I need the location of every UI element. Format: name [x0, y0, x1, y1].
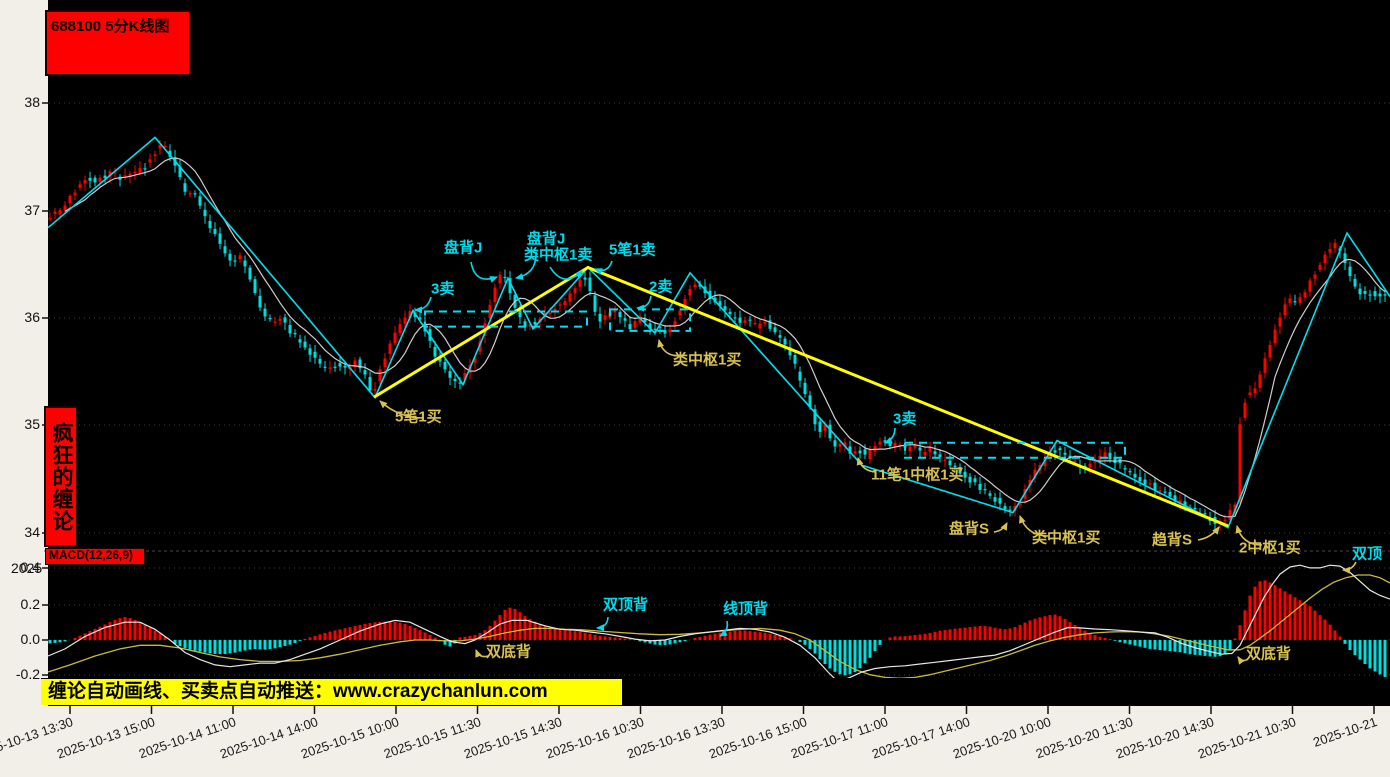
annotation-arrow	[549, 266, 583, 280]
annotation-label: 3卖	[431, 280, 454, 297]
promo-banner-text: 缠论自动画线、买卖点自动推送：www.crazychanlun.com	[48, 681, 548, 702]
annotation-arrow	[596, 616, 609, 632]
trend-line	[586, 265, 1229, 527]
annotation-arrow	[594, 260, 613, 275]
annotation-label: 趋背S	[1152, 530, 1192, 548]
annotation-arrow	[884, 427, 896, 444]
price-axis-label: 37	[24, 202, 40, 218]
macd-indicator-label: MACD(12,26,9)	[45, 548, 145, 565]
macd-axis-label: 0.2	[20, 596, 40, 612]
annotation-arrow	[470, 261, 498, 283]
annotation-arrow	[515, 251, 537, 280]
annotation-arrow	[636, 295, 652, 312]
chart-background	[48, 0, 1390, 706]
annotation-label: 双底背	[486, 642, 531, 660]
annotation-arrow	[379, 400, 425, 419]
annotation-label: 3卖	[893, 410, 916, 427]
annotation-arrow	[1019, 515, 1049, 537]
annotation-arrow	[657, 339, 680, 357]
annotation-label: 双顶	[1352, 545, 1382, 562]
price-axis-label: 38	[24, 94, 40, 110]
annotation-arrow	[856, 457, 877, 473]
annotation-label: 11笔1中枢1买	[871, 465, 964, 483]
annotation-label: 5笔1买	[395, 407, 442, 425]
annotation-arrow	[414, 296, 432, 314]
dea-line	[47, 574, 1390, 678]
annotation-label: 类中枢1买	[1032, 528, 1100, 546]
watermark-box: 疯狂的缠论	[44, 406, 78, 547]
annotation-label: 盘背J	[527, 229, 565, 247]
annotation-arrow	[475, 649, 489, 658]
pivot-box	[609, 308, 691, 332]
annotation-label: 线顶背	[723, 599, 768, 617]
annotation-label: 类中枢1买	[673, 350, 741, 368]
annotation-arrow	[993, 522, 1008, 533]
annotation-label: 盘背J	[444, 238, 482, 256]
dif-line	[47, 564, 1390, 678]
annotation-label: 双底背	[1246, 644, 1291, 662]
macd-params: MACD(12,26,9)	[49, 548, 134, 562]
price-axis-label: 34	[24, 524, 40, 540]
annotation-arrow	[719, 620, 729, 637]
macd-histogram	[48, 580, 1387, 677]
ma-line	[64, 157, 1386, 518]
price-pane	[47, 136, 1390, 531]
price-axis-label: 36	[24, 309, 40, 325]
candlestick-series	[48, 140, 1387, 531]
watermark-text: 疯狂的缠论	[50, 421, 73, 532]
chan-segment-line	[47, 136, 1390, 529]
x-axis-year-label: 2025	[11, 560, 43, 576]
promo-banner[interactable]: 缠论自动画线、买卖点自动推送：www.crazychanlun.com	[41, 678, 622, 705]
annotation-label: 盘背S	[949, 519, 989, 537]
pivot-box	[424, 310, 588, 328]
trend-line	[373, 265, 590, 398]
annotation-arrow	[1197, 526, 1220, 541]
annotation-label: 2卖	[649, 278, 672, 295]
annotation-label: 5笔1卖	[609, 240, 656, 258]
pivot-box	[904, 441, 1126, 459]
symbol-title: 688100 5分K线图	[51, 18, 170, 35]
annotation-label: 双顶背	[603, 595, 648, 613]
symbol-title-box: 688100 5分K线图	[45, 10, 191, 76]
annotation-arrow	[1342, 561, 1357, 574]
macd-axis-label: 0.4	[20, 559, 40, 575]
annotation-label: 类中枢1卖	[524, 245, 592, 263]
price-axis-label: 35	[24, 416, 40, 432]
annotation-arrow	[1237, 656, 1249, 665]
annotation-label: 2中枢1买	[1239, 538, 1301, 556]
annotation-arrow	[1235, 525, 1263, 546]
macd-axis-label: 0.0	[20, 631, 40, 647]
macd-axis-label: -0.2	[15, 666, 40, 682]
macd-pane	[47, 564, 1390, 678]
